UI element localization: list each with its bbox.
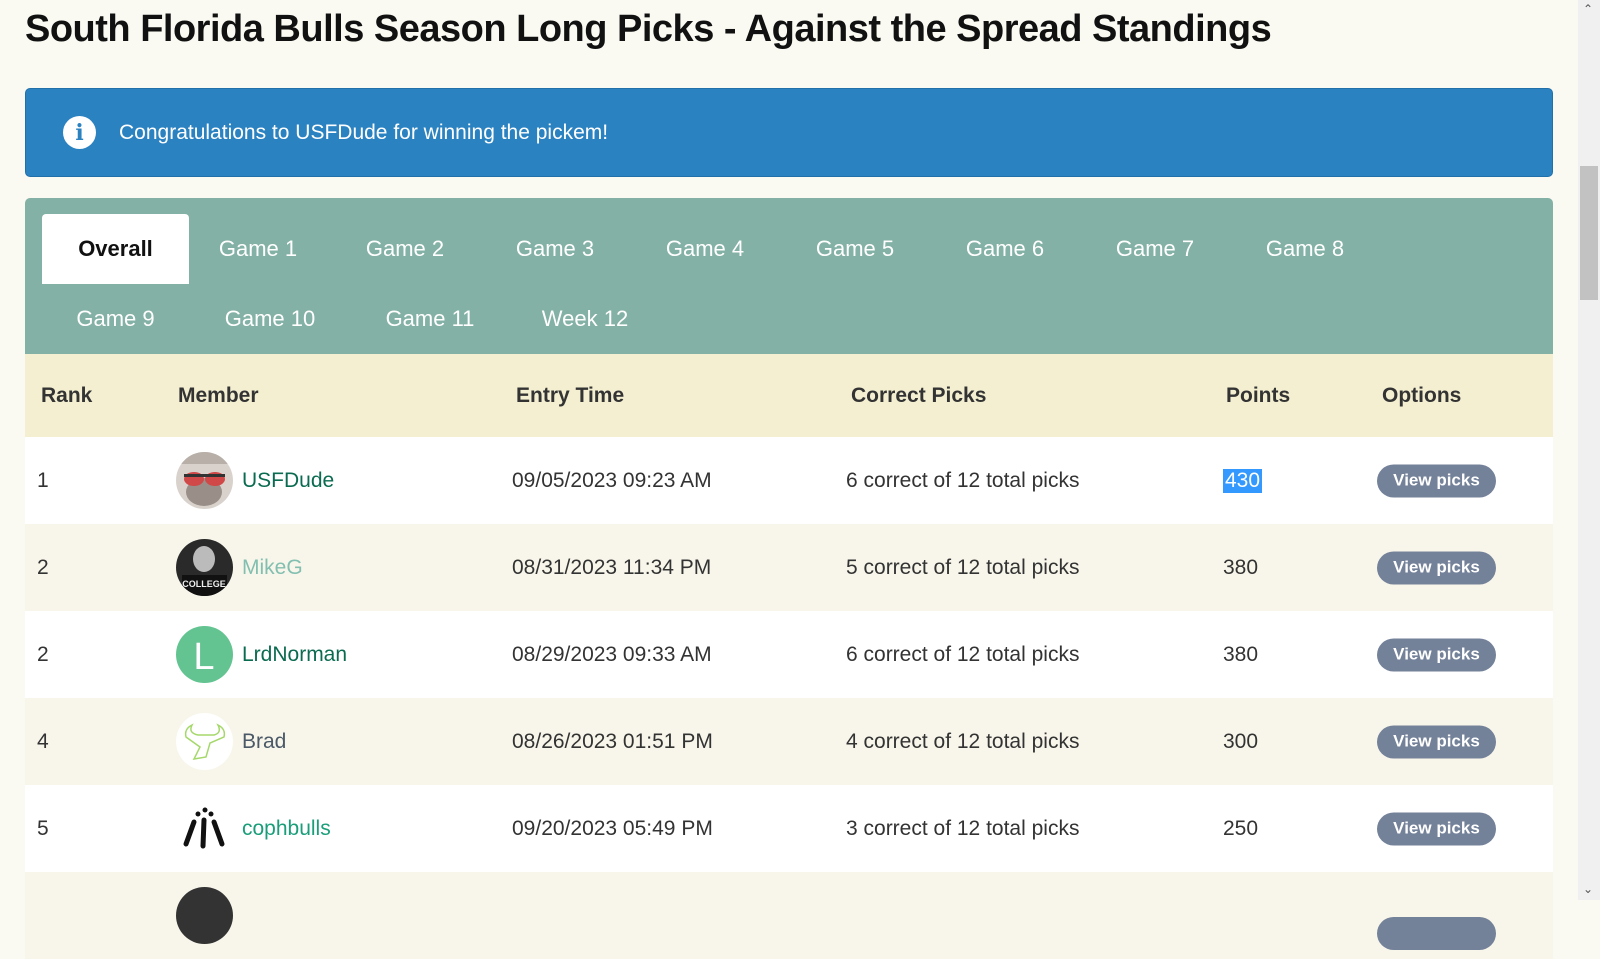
member-link[interactable]: MikeG — [242, 555, 303, 579]
tab-game-11[interactable]: Game 11 — [385, 306, 475, 331]
tab-game-2[interactable]: Game 2 — [365, 236, 445, 261]
tab-game-6[interactable]: Game 6 — [965, 236, 1045, 261]
rank-cell: 2 — [37, 555, 49, 579]
rank-cell: 4 — [37, 729, 49, 753]
tab-week-12[interactable]: Week 12 — [541, 306, 629, 331]
tab-game-10[interactable]: Game 10 — [224, 306, 316, 331]
column-header-entry-time: Entry Time — [516, 383, 625, 407]
points-cell: 430 — [1223, 468, 1263, 493]
entry-time-cell: 08/26/2023 01:51 PM — [512, 729, 713, 753]
column-header-options: Options — [1382, 383, 1462, 407]
table-header: Rank Member Entry Time Correct Picks Points O… — [25, 354, 1553, 437]
points-cell: 300 — [1223, 729, 1259, 753]
table-row: 4 Brad 08/26/2023 01:51 PM 4 correct of … — [25, 698, 1553, 785]
rank-cell: 1 — [37, 468, 49, 492]
points-cell: 380 — [1223, 642, 1259, 666]
table-row — [25, 872, 1553, 959]
tab-game-7[interactable]: Game 7 — [1115, 236, 1195, 261]
entry-time-cell: 08/31/2023 11:34 PM — [512, 555, 712, 579]
tab-game-8[interactable]: Game 8 — [1265, 236, 1345, 261]
rank-cell: 5 — [37, 816, 49, 840]
table-row: 5 cophbulls 09/20/2023 05:49 PM 3 correc… — [25, 785, 1553, 872]
tab-game-3[interactable]: Game 3 — [515, 236, 595, 261]
column-header-member: Member — [178, 383, 259, 407]
mikeg-avatar: COLLEGE — [176, 539, 233, 596]
brad-avatar — [176, 713, 233, 770]
tab-overall[interactable]: Overall — [42, 214, 189, 284]
scrollbar[interactable]: ⌃ ⌄ — [1578, 0, 1600, 900]
member-link[interactable]: cophbulls — [242, 816, 331, 840]
alert-message: Congratulations to USFDude for winning t… — [119, 120, 609, 144]
view-picks-button[interactable]: View picks — [1377, 551, 1496, 584]
info-alert: i Congratulations to USFDude for winning… — [25, 88, 1553, 177]
entry-time-cell: 09/20/2023 05:49 PM — [512, 816, 713, 840]
column-header-points: Points — [1226, 383, 1291, 407]
entry-time-cell: 08/29/2023 09:33 AM — [512, 642, 712, 666]
points-cell: 250 — [1223, 816, 1259, 840]
scroll-up-icon[interactable]: ⌃ — [1583, 2, 1594, 16]
cophbulls-avatar — [176, 800, 233, 857]
correct-picks-cell: 4 correct of 12 total picks — [846, 729, 1080, 753]
scrollbar-thumb[interactable] — [1580, 166, 1598, 300]
member-link[interactable]: Brad — [242, 729, 287, 753]
tab-game-4[interactable]: Game 4 — [665, 236, 745, 261]
correct-picks-cell: 3 correct of 12 total picks — [846, 816, 1080, 840]
correct-picks-cell: 5 correct of 12 total picks — [846, 555, 1080, 579]
tab-game-1[interactable]: Game 1 — [218, 236, 298, 261]
view-picks-button[interactable]: View picks — [1377, 812, 1496, 845]
member-link[interactable]: USFDude — [242, 468, 335, 492]
tab-bar: Overall Game 1 Game 2 Game 3 Game 4 Game 5 Gam… — [25, 198, 1553, 354]
column-header-rank: Rank — [41, 383, 93, 407]
table-row: 1 USFDude 09/05/2023 09:23 AM 6 correct … — [25, 437, 1553, 524]
tab-game-9[interactable]: Game 9 — [76, 306, 155, 331]
lrdnorman-avatar: L — [176, 626, 233, 683]
usfdude-avatar — [176, 452, 233, 509]
info-icon: i — [63, 116, 96, 149]
tab-game-5[interactable]: Game 5 — [815, 236, 895, 261]
column-header-correct-picks: Correct Picks — [851, 383, 987, 407]
svg-text:COLLEGE: COLLEGE — [182, 579, 226, 589]
correct-picks-cell: 6 correct of 12 total picks — [846, 642, 1080, 666]
entry-time-cell: 09/05/2023 09:23 AM — [512, 468, 712, 492]
view-picks-button[interactable] — [1377, 917, 1496, 950]
rank-cell: 2 — [37, 642, 49, 666]
page-title: South Florida Bulls Season Long Picks - … — [25, 8, 1272, 50]
scroll-down-icon[interactable]: ⌄ — [1583, 882, 1594, 896]
member-link[interactable]: LrdNorman — [242, 642, 348, 666]
member-avatar — [176, 887, 233, 944]
view-picks-button[interactable]: View picks — [1377, 638, 1496, 671]
table-row: 2 COLLEGE MikeG 08/31/2023 11:34 PM 5 co… — [25, 524, 1553, 611]
points-cell: 380 — [1223, 555, 1259, 579]
svg-text:L: L — [193, 636, 214, 678]
view-picks-button[interactable]: View picks — [1377, 725, 1496, 758]
table-row: 2 L LrdNorman 08/29/2023 09:33 AM 6 corr… — [25, 611, 1553, 698]
correct-picks-cell: 6 correct of 12 total picks — [846, 468, 1080, 492]
view-picks-button[interactable]: View picks — [1377, 464, 1496, 497]
